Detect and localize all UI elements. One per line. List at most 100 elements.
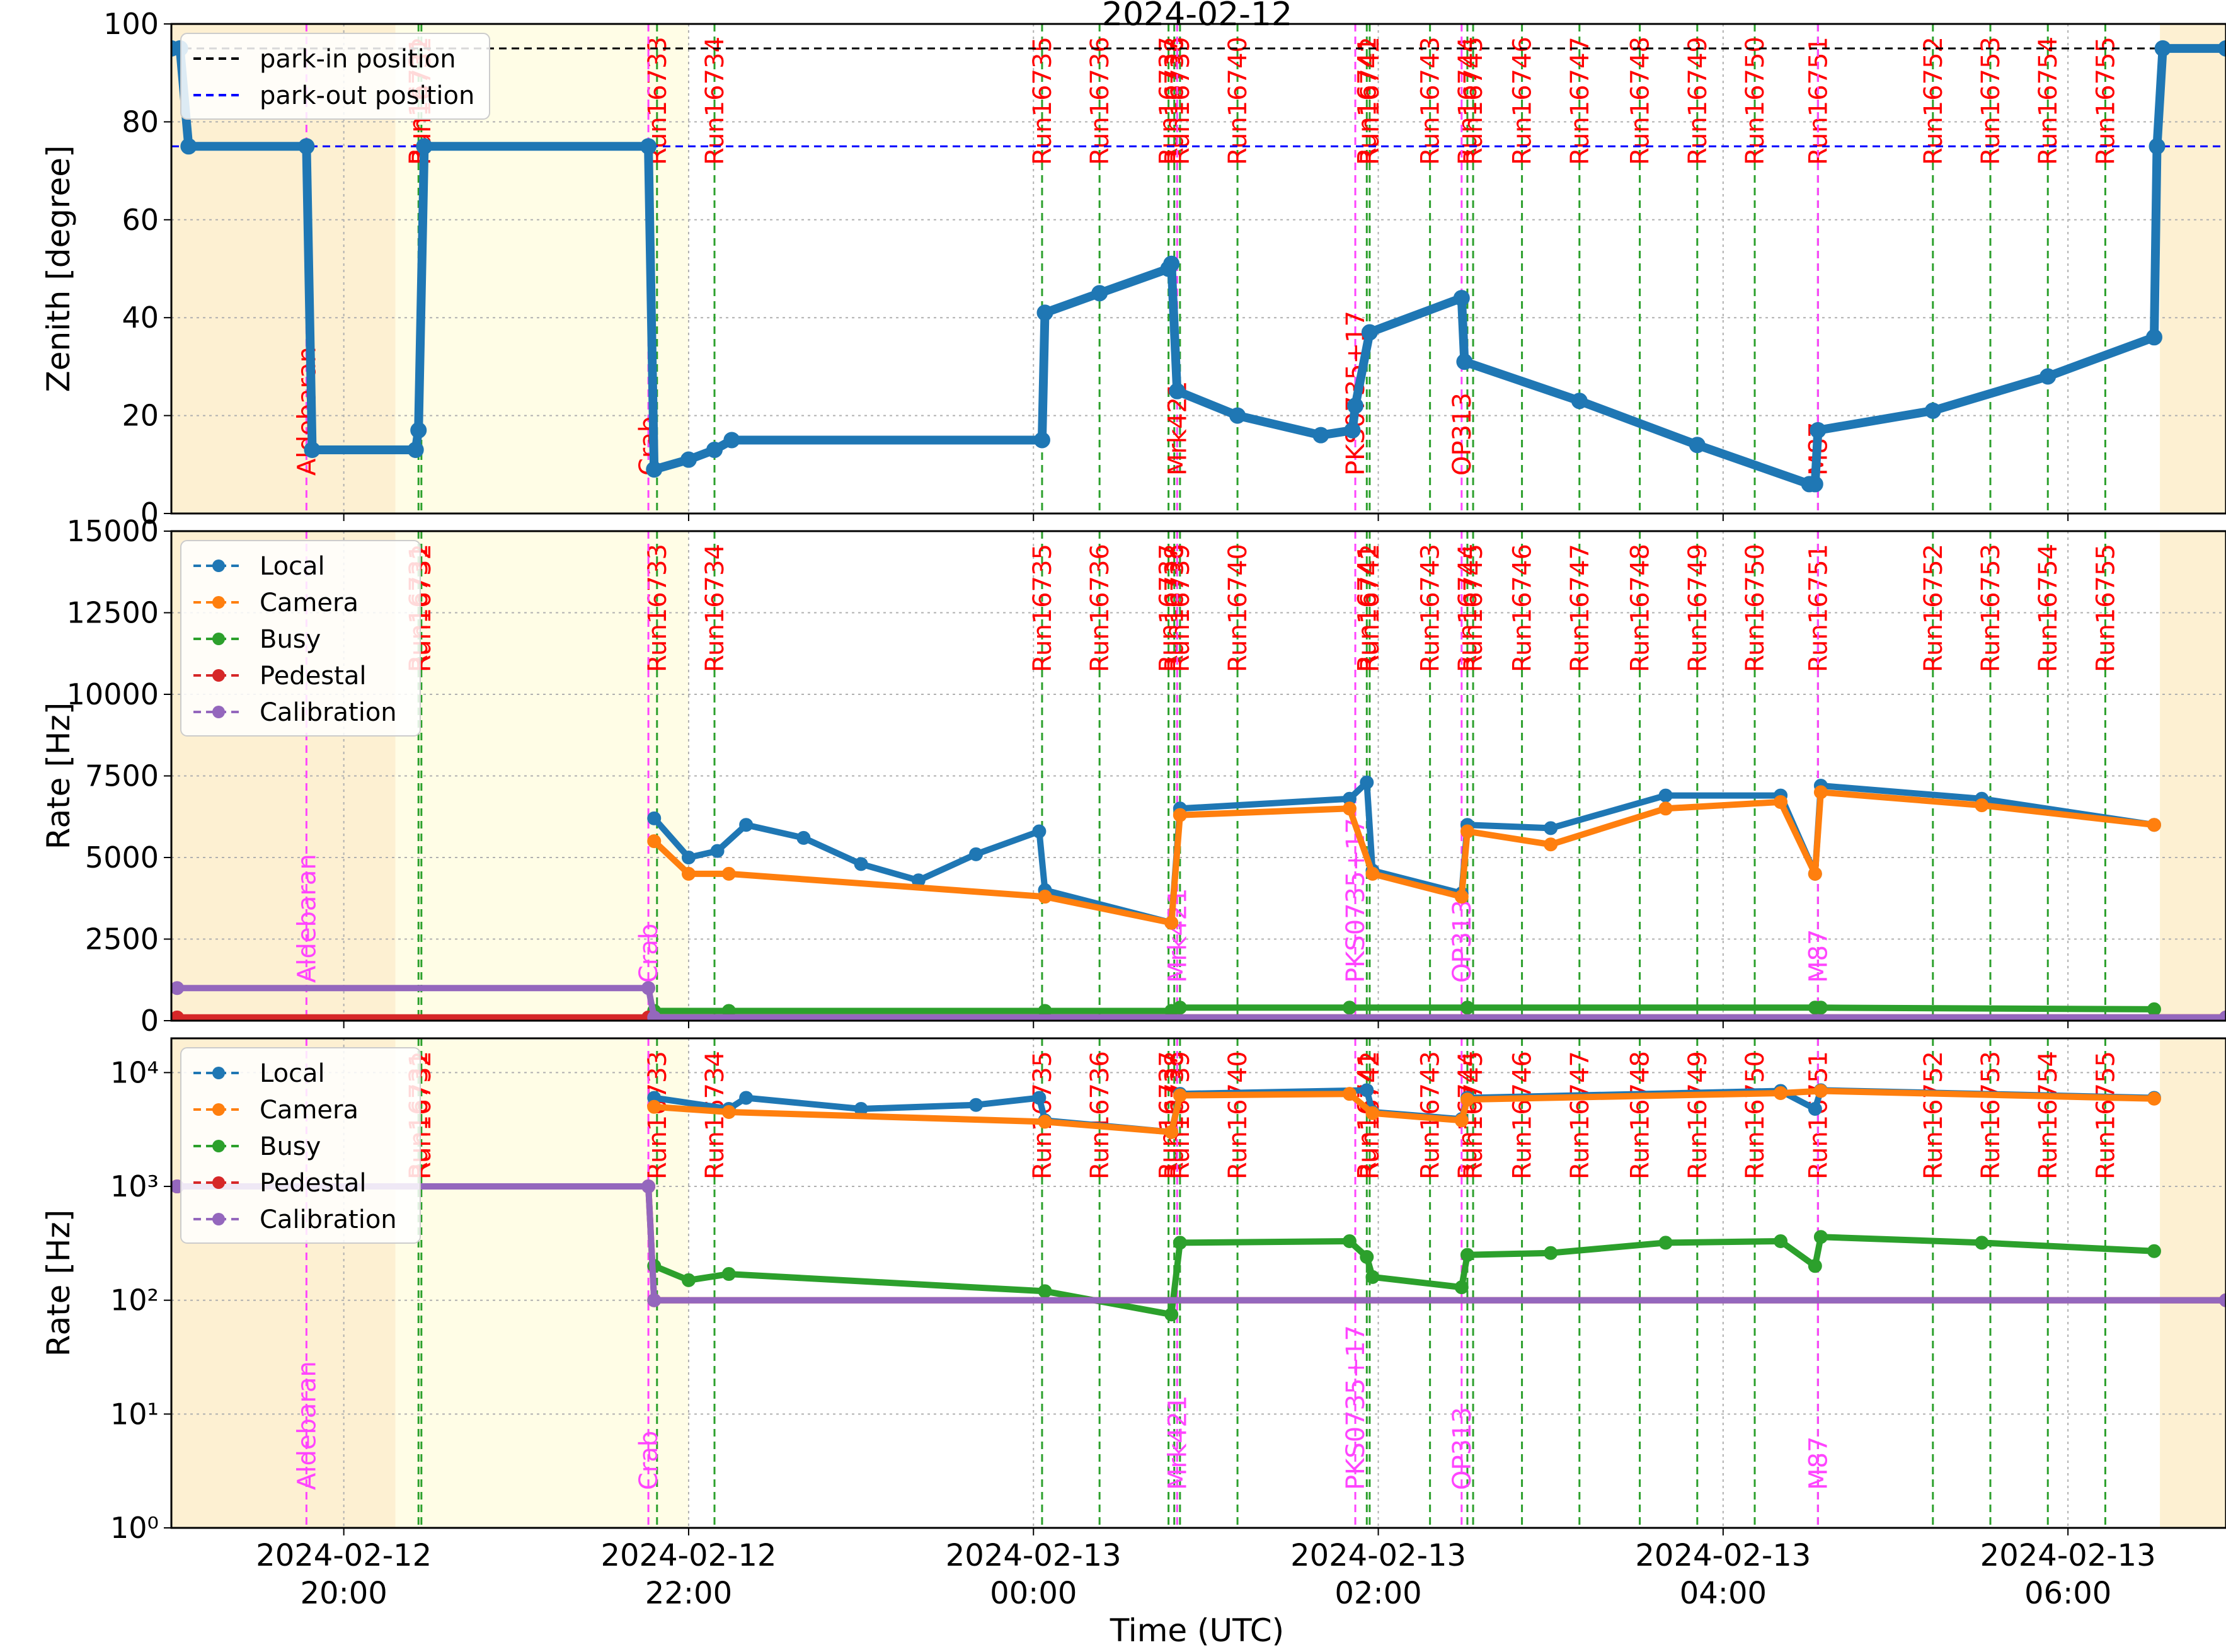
point-calibration [2219, 1293, 2226, 1307]
point-busy [2147, 1244, 2161, 1258]
point-zenith [2149, 138, 2166, 155]
x-tick-time: 06:00 [2024, 1576, 2111, 1611]
run-label: Run16747 [1566, 1051, 1595, 1179]
chart-title: 2024-02-12 [1102, 0, 1292, 33]
run-label: Run16746 [1508, 544, 1537, 672]
point-zenith [1169, 382, 1186, 399]
source-label: Aldebaran [292, 854, 321, 983]
point-zenith [180, 138, 197, 155]
legend-label: Camera [260, 1096, 359, 1125]
point-calibration [647, 1293, 662, 1307]
point-calibration [647, 1010, 662, 1021]
point-busy [681, 1273, 696, 1287]
x-tick-time: 20:00 [300, 1576, 387, 1611]
point-calibration [171, 981, 185, 995]
legend-marker [212, 633, 225, 645]
run-label: Run16734 [701, 37, 730, 165]
y-axis-label: Rate [Hz] [40, 1210, 77, 1357]
point-local [796, 830, 811, 845]
y-tick-label: 15000 [67, 514, 159, 548]
y-tick-label: 80 [122, 105, 159, 139]
point-zenith [2145, 329, 2162, 346]
run-label: Run16754 [2034, 37, 2063, 165]
run-label: Run16739 [1166, 1051, 1195, 1179]
run-label: Run16749 [1684, 1051, 1713, 1179]
y-tick-label: 0 [141, 496, 159, 531]
panel-frame [170, 23, 2226, 515]
run-label: Run16755 [2091, 1051, 2120, 1179]
point-zenith [2218, 40, 2226, 57]
panel-frame [170, 530, 2226, 1022]
run-label: Run16736 [1086, 37, 1115, 165]
shade-band [395, 1038, 649, 1528]
point-camera [1342, 1087, 1357, 1101]
point-camera [1975, 798, 1989, 813]
point-zenith [1810, 422, 1827, 439]
point-calibration [641, 1179, 656, 1194]
point-camera [1173, 1088, 1187, 1103]
y-tick-label: 40 [122, 301, 159, 335]
legend-marker [212, 596, 225, 609]
source-label: PKS0735+17 [1341, 1325, 1370, 1490]
x-tick-date: 2024-02-13 [946, 1538, 1122, 1573]
y-tick-label: 10¹ [110, 1397, 159, 1431]
source-label: Mrk421 [1163, 888, 1192, 983]
point-busy [1460, 1001, 1474, 1015]
legend-box [180, 1047, 421, 1244]
legend-box [180, 33, 490, 120]
point-camera [721, 1105, 736, 1120]
run-label: Run16743 [1416, 544, 1445, 672]
legend-marker [212, 1067, 225, 1079]
legend-label: Pedestal [260, 662, 366, 691]
run-label: Run16734 [701, 544, 730, 672]
point-busy [1164, 1307, 1179, 1322]
run-label: Run16752 [1919, 544, 1948, 672]
point-local [1360, 1083, 1374, 1098]
point-zenith [706, 441, 723, 458]
point-local [969, 1098, 984, 1112]
y-tick-label: 0 [141, 1004, 159, 1038]
point-local [681, 851, 696, 864]
x-tick-time: 22:00 [645, 1576, 732, 1611]
run-label: Run16748 [1626, 1051, 1655, 1179]
point-camera [1342, 801, 1357, 816]
point-zenith [416, 138, 433, 155]
point-busy [1774, 1234, 1788, 1249]
run-label: Run16750 [1741, 37, 1770, 165]
run-label: Run16736 [1086, 1051, 1115, 1179]
point-busy [1544, 1246, 1558, 1260]
point-busy [721, 1267, 736, 1282]
point-camera [681, 866, 696, 881]
point-camera [2147, 818, 2161, 832]
y-axis-label: Zenith [degree] [40, 145, 77, 392]
run-label: Run16741 [1353, 544, 1382, 672]
point-local [969, 847, 984, 861]
shade-band [2160, 24, 2226, 513]
y-tick-label: 7500 [85, 759, 159, 793]
point-calibration [641, 981, 656, 995]
point-local [647, 811, 662, 825]
run-label: Run16755 [2091, 544, 2120, 672]
legend-label: Calibration [260, 698, 397, 727]
point-local [1658, 788, 1673, 803]
legend-label: Busy [260, 625, 321, 654]
run-label: Run16745 [1459, 544, 1488, 672]
point-camera [1813, 785, 1828, 800]
y-tick-label: 12500 [67, 596, 159, 630]
point-zenith [1229, 407, 1246, 424]
point-zenith [1344, 422, 1361, 439]
run-label: Run16749 [1684, 37, 1713, 165]
y-axis-label: Rate [Hz] [40, 703, 77, 849]
run-label: Run16736 [1086, 544, 1115, 672]
run-label: Run16746 [1508, 1051, 1537, 1179]
legend-marker [212, 1176, 225, 1189]
source-label: M87 [1804, 1437, 1833, 1490]
x-tick-time: 00:00 [990, 1576, 1077, 1611]
source-label: M87 [1804, 929, 1833, 983]
point-local [739, 818, 754, 832]
point-zenith [640, 138, 657, 155]
point-zenith [1456, 353, 1473, 370]
point-busy [1460, 1248, 1474, 1262]
point-local [1032, 824, 1047, 839]
point-zenith [680, 451, 697, 468]
